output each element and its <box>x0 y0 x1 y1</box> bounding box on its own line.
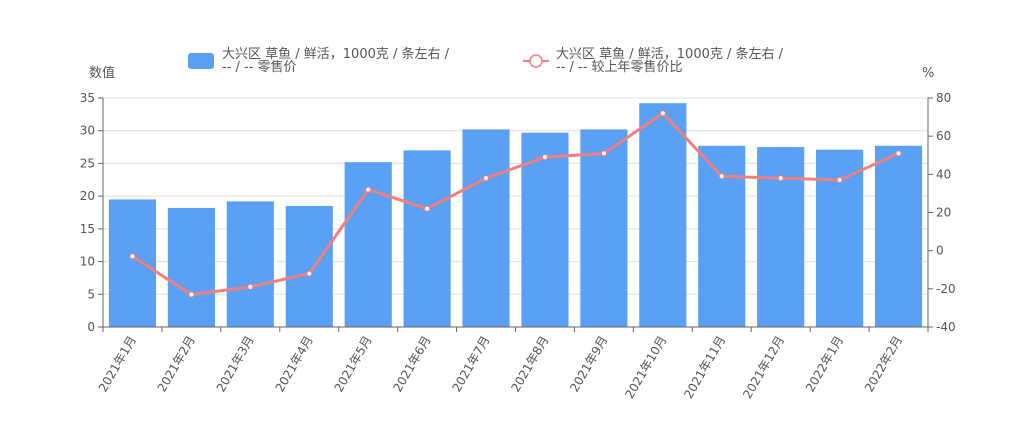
line-point <box>188 291 195 298</box>
y-axis-left-label: 数值 <box>89 65 115 81</box>
x-tick-label: 2021年7月 <box>449 334 492 395</box>
x-tick-label: 2021年8月 <box>508 334 551 395</box>
y-left-tick-label: 0 <box>87 320 95 334</box>
legend-bar-label: 大兴区 草鱼 / 鲜活，1000克 / 条左右 / <box>222 46 450 62</box>
bar-series <box>108 103 923 327</box>
y-right-tick-label: -40 <box>936 320 956 334</box>
x-tick-label: 2021年11月 <box>681 334 728 401</box>
x-tick-label: 2021年6月 <box>390 334 433 395</box>
bar <box>167 207 215 327</box>
y-left-tick-label: 5 <box>87 287 95 301</box>
y-right-tick-label: 60 <box>936 129 951 143</box>
line-point <box>424 205 431 212</box>
legend[interactable]: 大兴区 草鱼 / 鲜活，1000克 / 条左右 /-- / -- 零售价大兴区 … <box>188 46 784 75</box>
bar <box>521 132 569 327</box>
bar <box>462 129 510 327</box>
line-point <box>365 186 372 193</box>
x-tick-label: 2021年4月 <box>273 334 316 395</box>
line-point <box>895 150 902 157</box>
x-tick-label: 2021年10月 <box>622 334 669 401</box>
y-right-tick-label: 0 <box>936 244 944 258</box>
bar <box>226 201 274 327</box>
legend-line-marker <box>529 54 543 68</box>
line-path <box>131 111 900 297</box>
x-tick-label: 2021年1月 <box>96 334 139 395</box>
line-point <box>600 150 607 157</box>
y-left-tick-label: 30 <box>80 124 95 138</box>
line-point <box>718 173 725 180</box>
line-point <box>659 110 666 117</box>
y-left-tick-label: 35 <box>80 91 95 105</box>
bar <box>757 147 805 327</box>
y-left-tick-label: 25 <box>80 156 95 170</box>
bar <box>874 145 923 327</box>
x-tick-label: 2021年9月 <box>567 334 610 395</box>
bar <box>816 149 864 327</box>
legend-line-label: 大兴区 草鱼 / 鲜活，1000克 / 条左右 / <box>556 46 784 62</box>
line-point <box>777 175 784 182</box>
bar <box>108 199 157 327</box>
y-right-tick-label: 20 <box>936 206 951 220</box>
y-right-tick-label: 40 <box>936 167 951 181</box>
line-point <box>836 177 843 184</box>
bar <box>285 205 333 327</box>
legend-bar-label: -- / -- 零售价 <box>222 59 297 75</box>
line-point <box>129 253 136 260</box>
bar <box>403 150 451 327</box>
line-series <box>129 110 902 298</box>
x-tick-label: 2021年5月 <box>332 334 375 395</box>
y-axis-right-label: % <box>922 66 934 81</box>
bar <box>580 129 628 327</box>
bar <box>698 145 746 327</box>
y-left-tick-label: 10 <box>80 255 95 269</box>
x-tick-label: 2021年2月 <box>155 334 198 395</box>
line-point <box>306 270 313 277</box>
legend-bar-swatch <box>188 53 214 69</box>
y-left-tick-label: 20 <box>80 189 95 203</box>
x-tick-label: 2021年12月 <box>740 334 787 401</box>
bar <box>639 103 687 327</box>
line-point <box>247 283 254 290</box>
line-point <box>541 154 548 161</box>
line-point <box>483 175 490 182</box>
x-tick-label: 2022年1月 <box>803 334 846 395</box>
y-left-tick-label: 15 <box>80 222 95 236</box>
y-right-tick-label: 80 <box>936 91 951 105</box>
x-tick-label: 2021年3月 <box>214 334 257 395</box>
legend-line-label: -- / -- 较上年零售价比 <box>556 59 683 75</box>
y-right-tick-label: -20 <box>936 282 956 296</box>
x-tick-label: 2022年2月 <box>862 334 905 395</box>
